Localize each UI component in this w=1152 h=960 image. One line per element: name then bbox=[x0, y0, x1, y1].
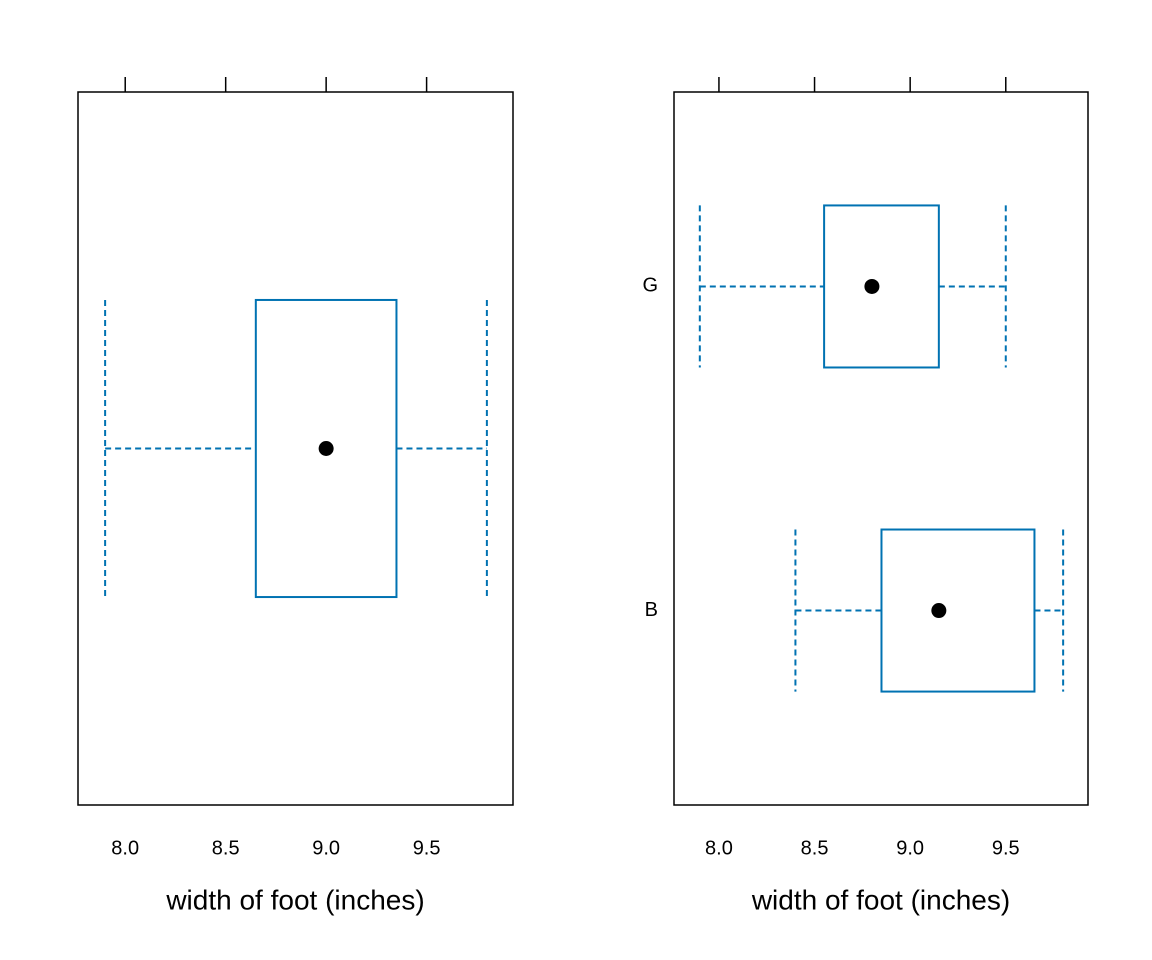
x-tick-label: 8.5 bbox=[212, 837, 240, 859]
median-dot bbox=[864, 278, 880, 294]
y-tick-label: B bbox=[645, 599, 658, 621]
x-tick-label: 9.5 bbox=[413, 837, 441, 859]
y-tick-label: G bbox=[642, 275, 658, 297]
box bbox=[823, 204, 940, 369]
x-tick-label: 9.0 bbox=[312, 837, 340, 859]
x-tick-label: 8.0 bbox=[111, 837, 139, 859]
x-tick-label: 8.0 bbox=[705, 837, 733, 859]
median-dot bbox=[318, 441, 334, 456]
box bbox=[880, 528, 1036, 693]
x-axis-label: width of foot (inches) bbox=[165, 884, 424, 915]
x-tick-label: 9.5 bbox=[992, 837, 1020, 859]
x-axis-label: width of foot (inches) bbox=[751, 884, 1010, 915]
x-tick-label: 9.0 bbox=[896, 837, 924, 859]
panel-frame bbox=[673, 91, 1089, 806]
x-tick-label: 8.5 bbox=[801, 837, 829, 859]
panel-frame bbox=[77, 91, 514, 806]
median-dot bbox=[931, 603, 947, 619]
